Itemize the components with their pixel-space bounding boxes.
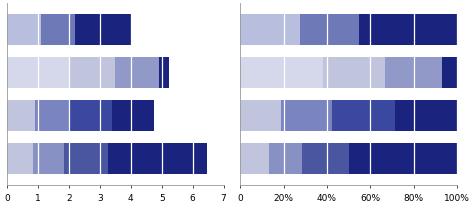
Bar	[64, 143, 108, 174]
Bar	[41, 14, 75, 45]
Bar	[7, 57, 69, 88]
Bar	[108, 143, 207, 174]
Bar	[359, 14, 457, 45]
Bar	[69, 57, 115, 88]
Bar	[35, 100, 69, 131]
Bar	[349, 143, 457, 174]
Bar	[323, 57, 385, 88]
Bar	[300, 14, 359, 45]
Bar	[269, 143, 302, 174]
Bar	[159, 57, 169, 88]
Bar	[302, 143, 349, 174]
Bar	[331, 100, 395, 131]
Bar	[442, 57, 457, 88]
Bar	[75, 14, 131, 45]
Bar	[240, 100, 282, 131]
Bar	[240, 14, 300, 45]
Bar	[385, 57, 442, 88]
Bar	[115, 57, 159, 88]
Bar	[282, 100, 331, 131]
Bar	[69, 100, 112, 131]
Bar	[33, 143, 64, 174]
Bar	[7, 100, 35, 131]
Bar	[395, 100, 457, 131]
Bar	[112, 100, 154, 131]
Bar	[240, 143, 269, 174]
Bar	[240, 57, 323, 88]
Bar	[7, 14, 41, 45]
Bar	[7, 143, 33, 174]
